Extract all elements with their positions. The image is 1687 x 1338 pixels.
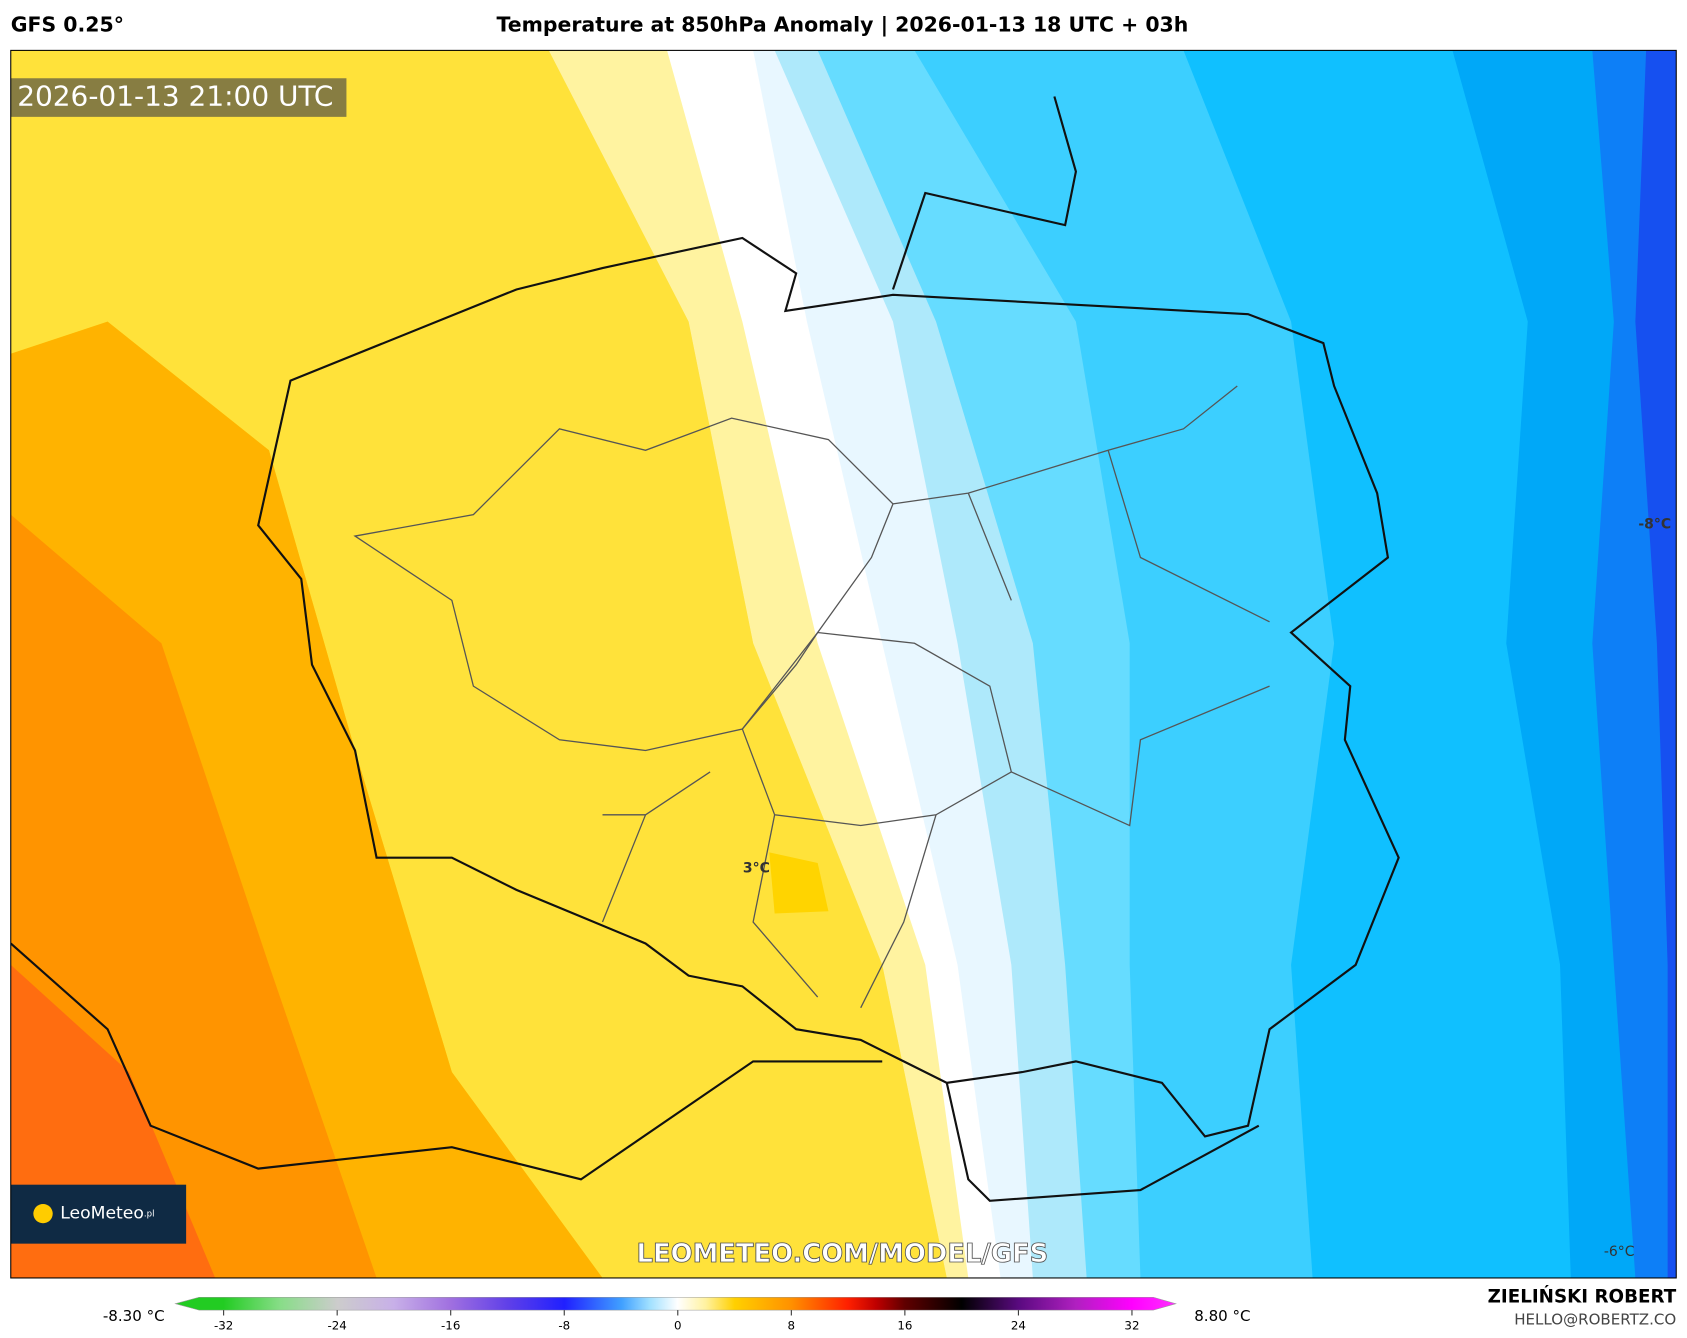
colorbar-tick-label: 0 — [674, 1319, 682, 1333]
model-label: GFS 0.25° — [11, 13, 124, 37]
time-box — [10, 78, 347, 117]
colorbar-tick-label: -8 — [558, 1319, 570, 1333]
contour-label: -8°C — [1638, 516, 1671, 532]
colorbar-tick-label: -24 — [328, 1319, 347, 1333]
colorbar-max: 8.80 °C — [1194, 1307, 1250, 1325]
colorbar-tick-label: 8 — [788, 1319, 796, 1333]
watermark: LEOMETEO.COM/MODEL/GFS — [637, 1239, 1049, 1269]
region-border — [353, 417, 894, 752]
colorbar-tick-label: 32 — [1124, 1319, 1139, 1333]
author: ZIELIŃSKI ROBERT — [1488, 1285, 1677, 1307]
contour-label: 3°C — [743, 860, 770, 876]
region-border — [601, 771, 937, 1009]
map: 2026-01-13 21:00 UTC 3°C -8°C -6°C LeoMe… — [10, 50, 1677, 1278]
field — [769, 852, 829, 914]
map-frame — [10, 49, 1677, 1279]
map-title: Temperature at 850hPa Anomaly | 2026-01-… — [497, 13, 1189, 38]
region-border — [892, 385, 1270, 827]
colorbar-tick-label: 24 — [1011, 1319, 1026, 1333]
colorbar-min: -8.30 °C — [103, 1307, 165, 1325]
country-border — [10, 942, 883, 1181]
country-border — [891, 96, 1077, 290]
logo-sun — [33, 1203, 53, 1224]
logo: LeoMeteo.pl — [60, 1204, 154, 1224]
valid-time: 2026-01-13 21:00 UTC — [17, 80, 333, 113]
country-border — [257, 236, 1400, 1138]
colorbar-tick-label: -16 — [441, 1319, 460, 1333]
field — [1635, 50, 1677, 1278]
colorbar: -8.30 °C 8.80 °C -32 -24 -16 -8 0 8 16 24 32 — [103, 1296, 1251, 1333]
field — [10, 50, 947, 1278]
colorbar-tick-label: -32 — [214, 1319, 233, 1333]
colorbar-scale — [174, 1296, 1177, 1311]
country-border — [945, 1082, 1260, 1202]
logo-name: LeoMeteo — [60, 1204, 144, 1224]
email: HELLO@ROBERTZ.CO — [1514, 1310, 1676, 1328]
contour-label: -6°C — [1604, 1244, 1635, 1260]
colorbar-tick-label: 16 — [897, 1319, 912, 1333]
logo-suffix: .pl — [144, 1209, 155, 1219]
